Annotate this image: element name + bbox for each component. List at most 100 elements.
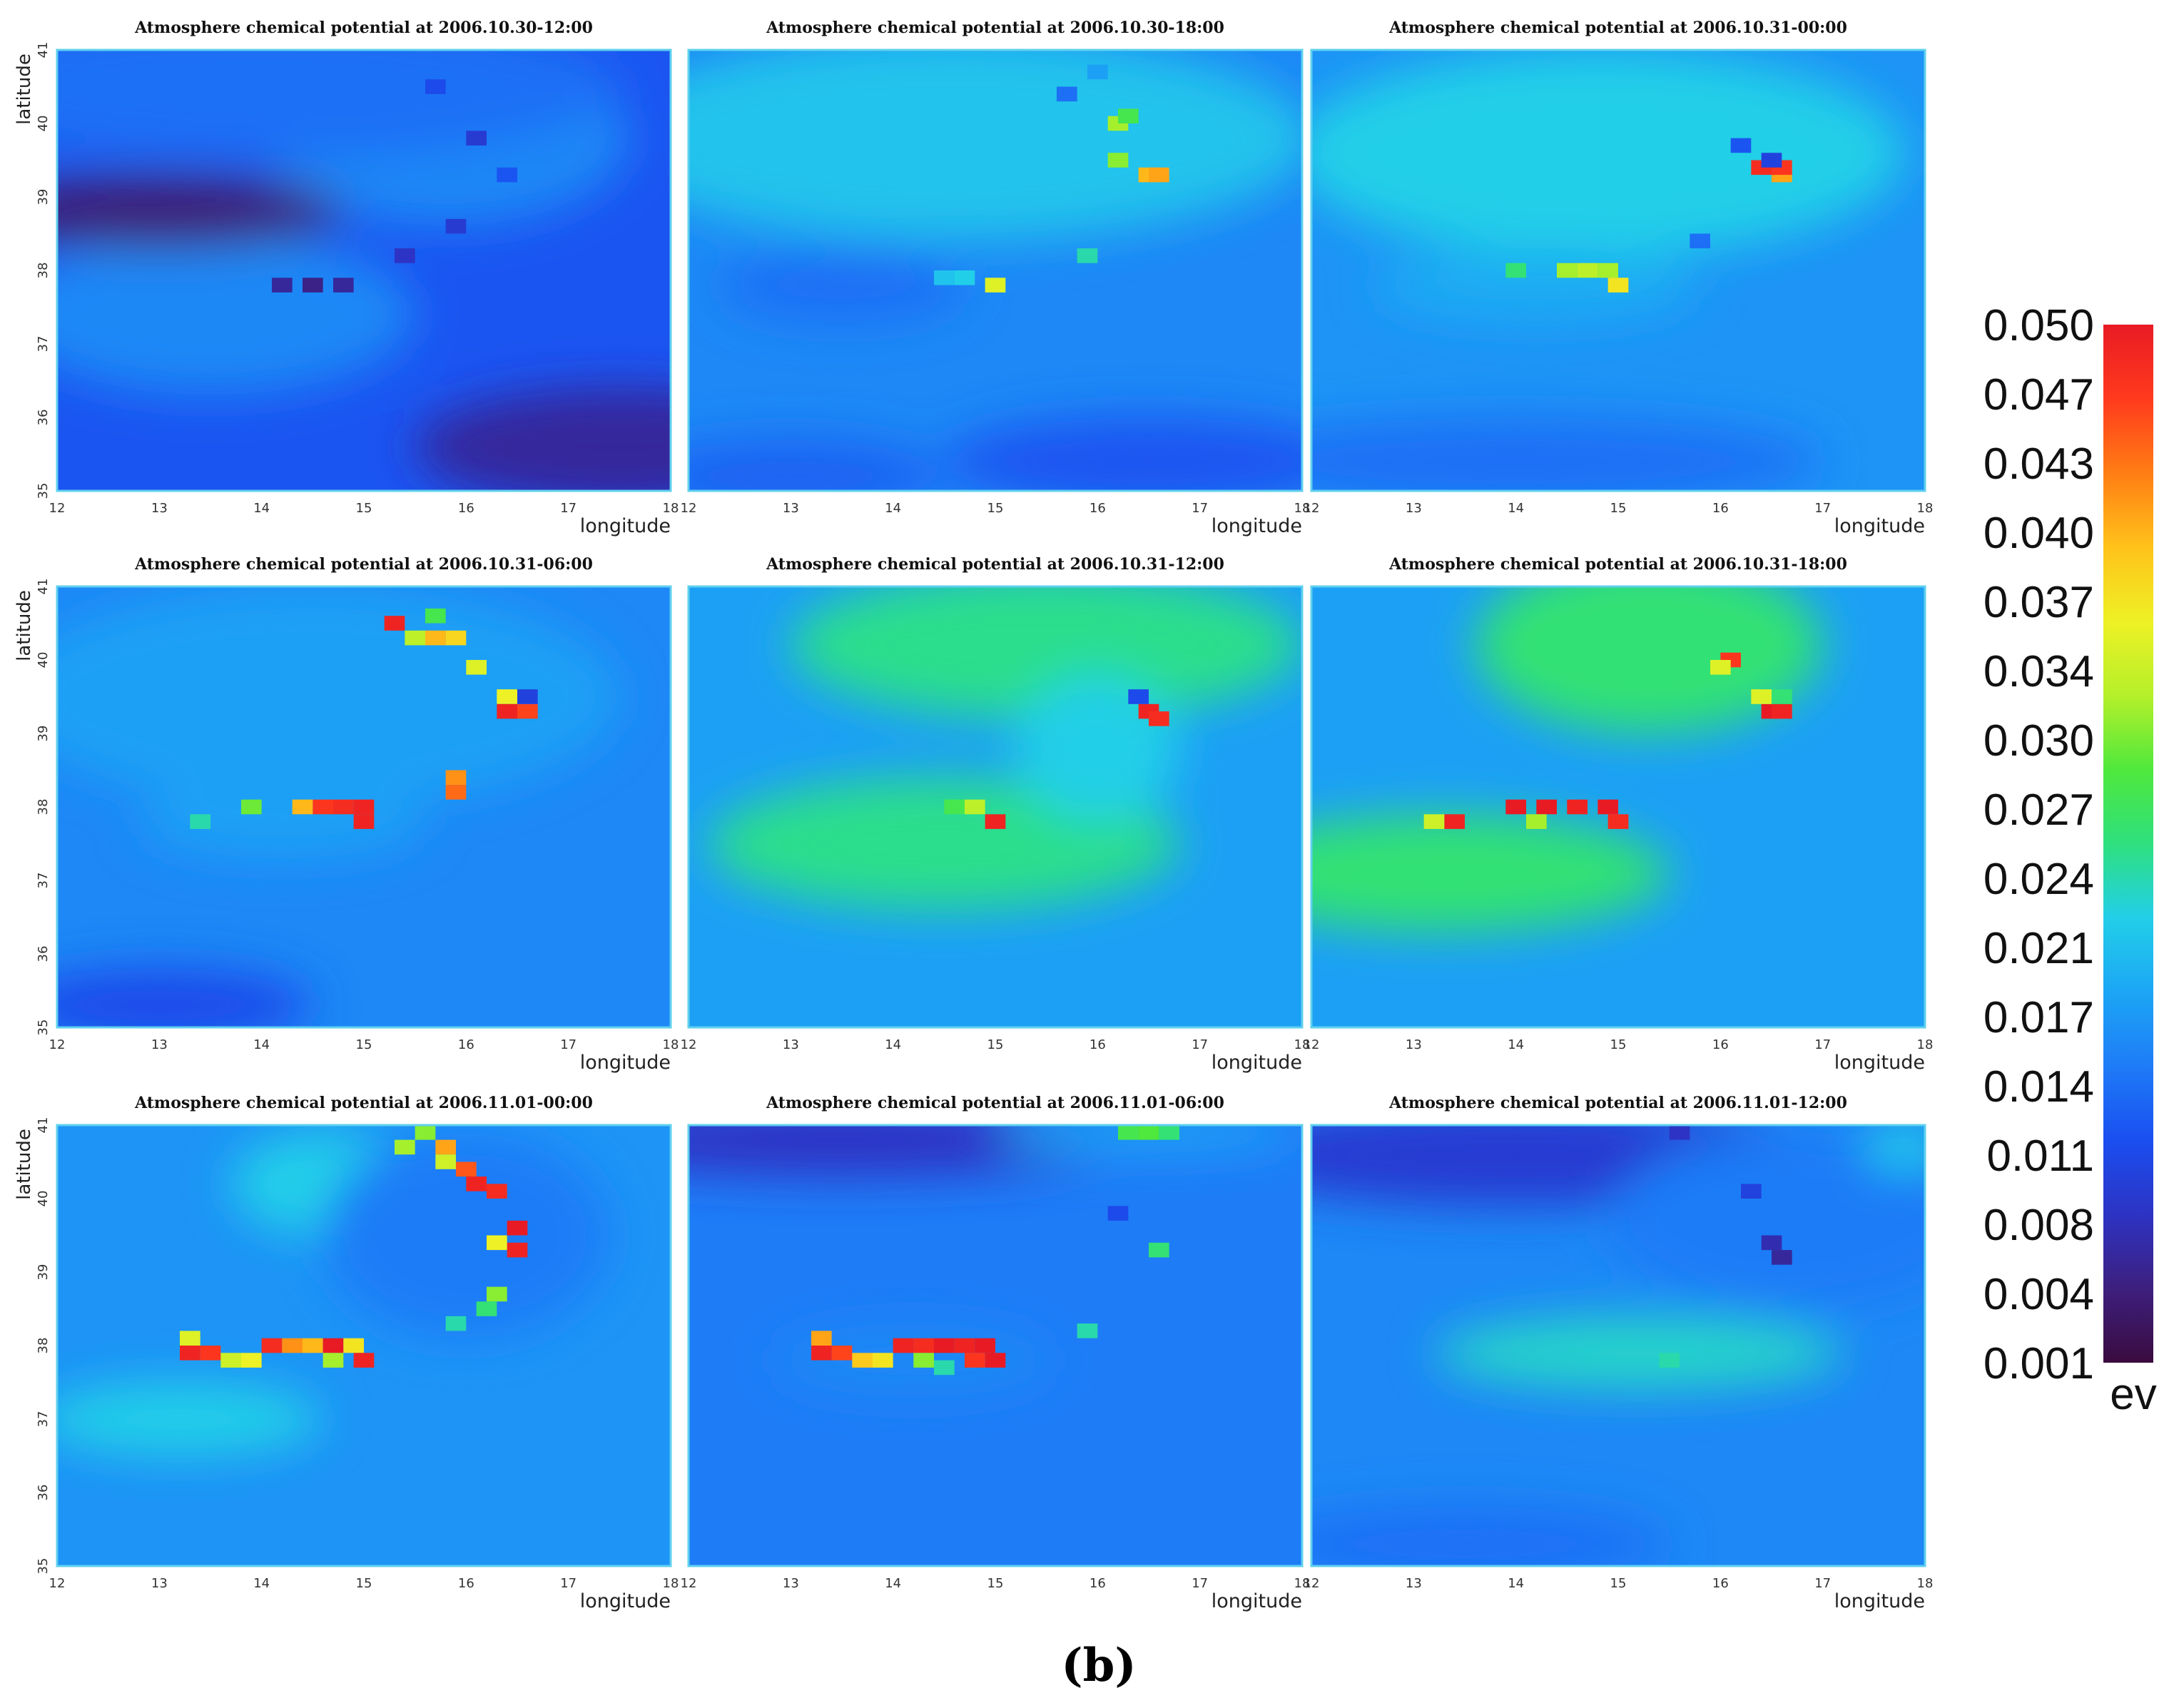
panel-title: Atmosphere chemical potential at 2006.10… <box>766 555 1224 574</box>
field-region <box>1015 674 1180 822</box>
colorbar-tick-label: 0.004 <box>1983 1270 2094 1319</box>
panel-grid: Atmosphere chemical potential at 2006.10… <box>14 19 1934 1612</box>
heatmap-cell <box>425 79 446 94</box>
field-region <box>57 968 313 1027</box>
heatmap-cell <box>934 1360 955 1376</box>
y-tick-label: 38 <box>36 263 51 279</box>
heatmap-cell <box>831 1346 853 1361</box>
x-tick-label: 15 <box>356 501 372 516</box>
plot-frame <box>56 49 672 492</box>
y-tick-label: 41 <box>36 1117 51 1134</box>
x-axis-label: longitude <box>1212 1590 1302 1612</box>
heatmap-panel: Atmosphere chemical potential at 2006.10… <box>1304 19 1934 537</box>
heatmap-cell <box>497 703 517 719</box>
y-tick-label: 38 <box>36 799 51 815</box>
heatmap-cell <box>1444 814 1465 829</box>
heatmap-cell <box>180 1346 200 1361</box>
colorbar-tick-label: 0.050 <box>1983 301 2094 350</box>
colorbar-tick-label: 0.021 <box>1983 924 2094 973</box>
heatmap-cell <box>1557 263 1578 278</box>
x-tick-label: 14 <box>1508 1576 1524 1591</box>
x-tick-label: 15 <box>987 501 1004 516</box>
field-region <box>1607 1132 1925 1309</box>
colorbar-tick-label: 0.017 <box>1983 993 2094 1042</box>
y-tick-label: 36 <box>36 1485 51 1501</box>
heatmap-cell <box>985 814 1006 829</box>
x-tick-label: 16 <box>1712 1037 1729 1052</box>
x-axis-label: longitude <box>580 515 671 537</box>
heatmap-cell <box>456 1161 477 1177</box>
heatmap-cell <box>934 270 955 285</box>
y-tick-label: 37 <box>36 1411 51 1428</box>
colorbar-tick-label: 0.024 <box>1983 855 2094 904</box>
x-tick-label: 18 <box>1294 1037 1311 1052</box>
heatmap-cell <box>1577 263 1598 278</box>
field-region <box>57 586 620 807</box>
x-tick-label: 16 <box>458 1576 474 1591</box>
x-axis-label: longitude <box>1212 1052 1302 1074</box>
plot-frame <box>1310 1124 1926 1567</box>
heatmap-cell <box>1159 1125 1179 1140</box>
x-tick-label: 12 <box>1304 501 1320 516</box>
panel-title: Atmosphere chemical potential at 2006.11… <box>766 1094 1224 1112</box>
heatmap-cell <box>241 1353 262 1368</box>
heatmap-cell <box>303 278 323 293</box>
x-tick-label: 12 <box>49 1037 66 1052</box>
y-tick-label: 39 <box>36 189 51 205</box>
heatmap-cell <box>1730 138 1752 153</box>
y-tick-label: 35 <box>36 1558 51 1575</box>
x-tick-label: 18 <box>1917 1576 1934 1591</box>
heatmap-cell <box>445 630 467 646</box>
heatmap-cell <box>913 1353 934 1368</box>
heatmap-cell <box>435 1154 456 1169</box>
heatmap-cell <box>282 1338 303 1353</box>
colorbar: 0.050 0.047 0.043 0.040 0.037 0.034 0.030 0.027… <box>1983 301 2157 1419</box>
plot-frame <box>687 49 1304 492</box>
y-tick-label: 41 <box>36 42 51 59</box>
colorbar-tick-label: 0.037 <box>1983 578 2094 627</box>
heatmap-field <box>1311 50 1925 491</box>
heatmap-cell <box>1567 799 1588 815</box>
heatmap-cell <box>487 1235 507 1251</box>
field-region <box>57 175 344 249</box>
heatmap-cell <box>200 1346 221 1361</box>
heatmap-cell <box>1772 689 1792 704</box>
y-tick-label: 38 <box>36 1338 51 1354</box>
panel-title: Atmosphere chemical potential at 2006.11… <box>134 1094 593 1112</box>
plot-frame <box>56 585 672 1029</box>
x-axis-label: longitude <box>1834 1052 1925 1074</box>
heatmap-cell <box>1751 689 1772 704</box>
y-tick-label: 35 <box>36 1020 51 1036</box>
heatmap-cell <box>1077 248 1098 263</box>
heatmap-field <box>57 586 671 1027</box>
heatmap-cell <box>507 1242 528 1258</box>
heatmap-cell <box>445 1316 467 1331</box>
y-tick-label: 35 <box>36 483 51 499</box>
heatmap-cell <box>313 799 333 815</box>
heatmap-cell <box>1423 814 1445 829</box>
x-tick-label: 14 <box>885 1037 901 1052</box>
x-tick-label: 17 <box>560 501 576 516</box>
x-tick-label: 14 <box>253 1037 270 1052</box>
heatmap-cell <box>1149 167 1169 183</box>
x-tick-label: 13 <box>783 501 799 516</box>
field-region <box>322 1132 609 1338</box>
heatmap-cell <box>343 1338 364 1353</box>
field-region <box>138 785 425 859</box>
heatmap-field <box>1311 1125 1925 1566</box>
x-tick-label: 17 <box>1814 1576 1831 1591</box>
x-tick-label: 13 <box>151 501 168 516</box>
x-tick-label: 18 <box>1917 1037 1934 1052</box>
heatmap-cell <box>445 785 467 800</box>
field-region <box>57 1382 323 1456</box>
heatmap-cell <box>1128 689 1149 704</box>
heatmap-cell <box>497 689 517 704</box>
heatmap-cell <box>353 814 375 829</box>
panel-title: Atmosphere chemical potential at 2006.10… <box>766 19 1224 37</box>
heatmap-field <box>689 1125 1302 1566</box>
panel-title: Atmosphere chemical potential at 2006.10… <box>134 555 593 574</box>
heatmap-cell <box>497 167 517 183</box>
field-region <box>1475 586 1823 733</box>
panel-title: Atmosphere chemical potential at 2006.10… <box>134 19 593 37</box>
